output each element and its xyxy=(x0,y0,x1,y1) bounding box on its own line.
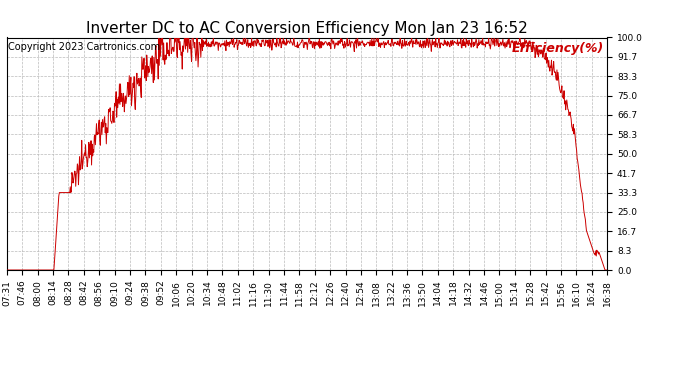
Text: Efficiency(%): Efficiency(%) xyxy=(512,42,604,55)
Text: Copyright 2023 Cartronics.com: Copyright 2023 Cartronics.com xyxy=(8,42,160,52)
Title: Inverter DC to AC Conversion Efficiency Mon Jan 23 16:52: Inverter DC to AC Conversion Efficiency … xyxy=(86,21,528,36)
